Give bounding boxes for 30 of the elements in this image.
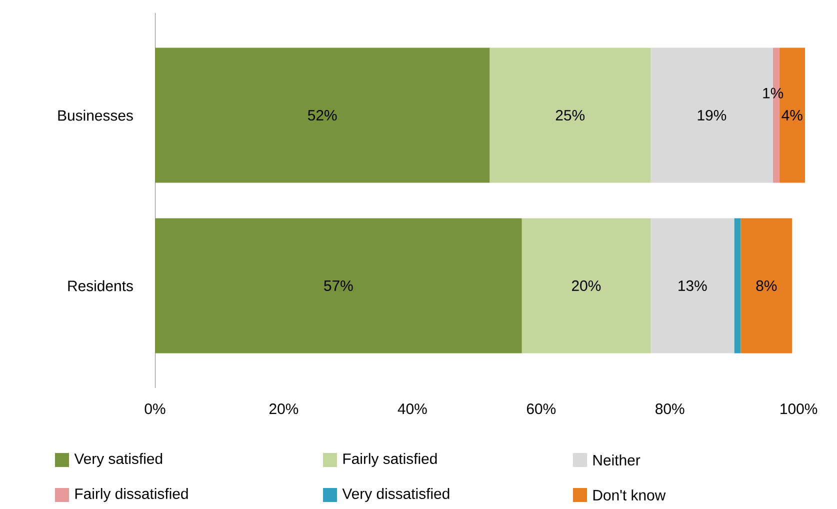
bar bbox=[490, 48, 651, 183]
bar bbox=[734, 218, 741, 354]
data-label: 57% bbox=[324, 280, 353, 291]
x-tick-label: 60% bbox=[526, 404, 556, 414]
data-label: 8% bbox=[756, 280, 777, 292]
bar bbox=[740, 218, 792, 354]
data-label: 19% bbox=[698, 110, 726, 121]
data-label: 13% bbox=[678, 280, 707, 292]
legend-label: Fairly dissatisfied bbox=[75, 488, 188, 502]
data-label: 1% bbox=[763, 88, 784, 98]
legend-label: Don't know bbox=[593, 490, 666, 500]
x-tick-label: 20% bbox=[270, 404, 298, 414]
x-tick-label: 0% bbox=[144, 404, 166, 414]
y-tick-label: Businesses bbox=[58, 110, 133, 121]
legend-label: Neither bbox=[593, 454, 640, 466]
y-tick-label: Residents bbox=[68, 280, 133, 292]
x-tick-label: 100% bbox=[780, 404, 818, 414]
bar bbox=[155, 48, 490, 183]
legend-label: Fairly satisfied bbox=[343, 453, 437, 467]
data-label: 25% bbox=[556, 110, 585, 121]
data-label: 4% bbox=[782, 110, 802, 120]
x-tick-label: 40% bbox=[398, 404, 427, 414]
legend-label: Very satisfied bbox=[74, 453, 162, 467]
data-label: 20% bbox=[572, 280, 601, 292]
bar bbox=[155, 218, 522, 354]
data-label: 52% bbox=[308, 110, 337, 121]
bar bbox=[522, 218, 651, 354]
x-tick-label: 80% bbox=[656, 404, 684, 414]
bar bbox=[650, 218, 734, 354]
legend-label: Very dissatisfied bbox=[342, 488, 450, 502]
